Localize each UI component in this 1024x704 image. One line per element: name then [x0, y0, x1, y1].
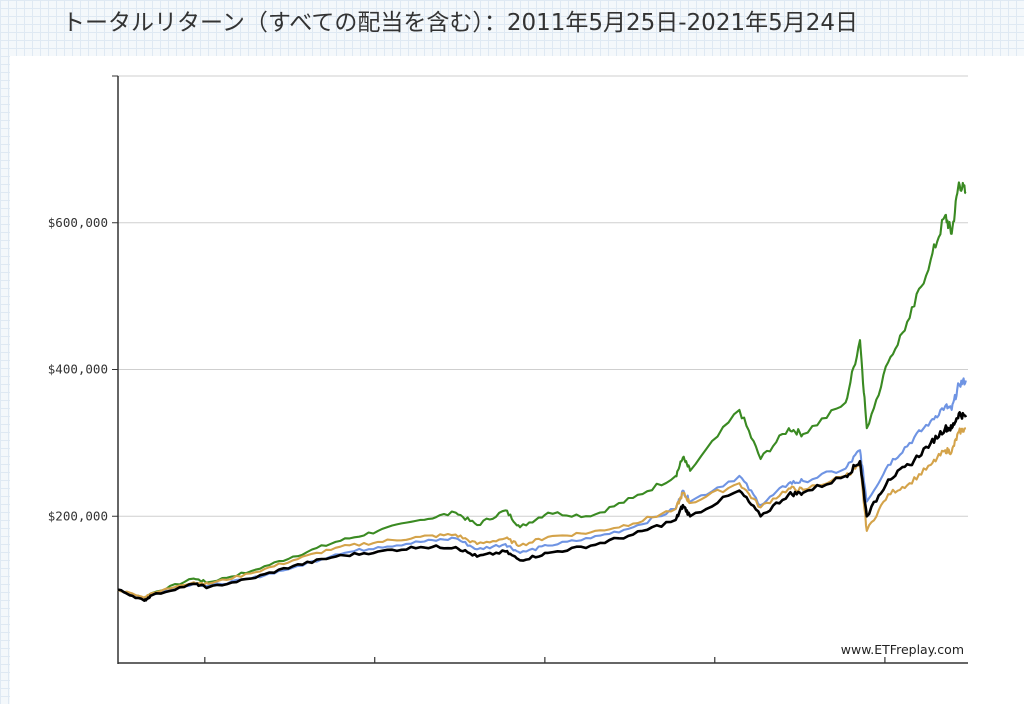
x-ticks — [204, 657, 886, 663]
watermark-text: www.ETFreplay.com — [841, 642, 964, 657]
series-line-4 — [117, 411, 968, 602]
series-line-3 — [117, 427, 967, 599]
series-line-2 — [117, 377, 967, 601]
y-tick-label: $600,000 — [48, 215, 108, 230]
y-tick-label: $400,000 — [48, 362, 108, 377]
y-tick-label: $200,000 — [48, 508, 108, 523]
page-title: トータルリターン（すべての配当を含む）：2011年5月25日-2021年5月24… — [62, 10, 858, 36]
chart-panel: $200,000 $400,000 $600,000 www.ETFreplay.c… — [10, 56, 1024, 704]
series-line-1 — [117, 181, 967, 600]
gridlines — [118, 75, 968, 517]
series-lines — [117, 181, 968, 602]
line-chart: $200,000 $400,000 $600,000 www.ETFreplay.c… — [48, 75, 968, 664]
y-ticks: $200,000 $400,000 $600,000 — [48, 75, 118, 523]
